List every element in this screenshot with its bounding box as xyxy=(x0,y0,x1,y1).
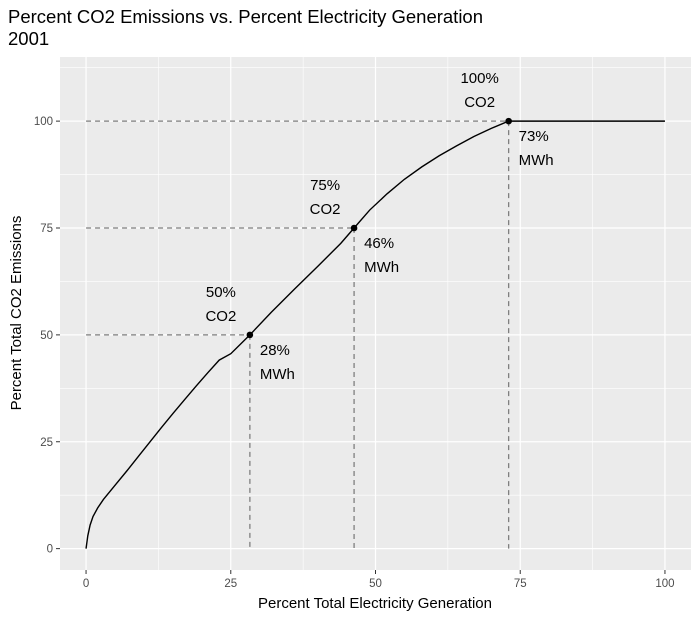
x-tick-label: 50 xyxy=(369,578,382,590)
y-tick-label: 75 xyxy=(40,223,53,235)
mwh-annotation: 46% xyxy=(364,235,394,252)
chart-title-block: Percent CO2 Emissions vs. Percent Electr… xyxy=(8,6,483,50)
highlight-point xyxy=(350,224,358,232)
x-axis-title: Percent Total Electricity Generation xyxy=(258,595,492,612)
x-tick-label: 75 xyxy=(514,578,527,590)
y-tick-label: 25 xyxy=(40,437,53,449)
mwh-annotation: MWh xyxy=(260,366,295,383)
chart-subtitle: 2001 xyxy=(8,28,50,49)
mwh-annotation: MWh xyxy=(519,152,554,169)
y-tick-label: 0 xyxy=(47,544,53,556)
y-tick-label: 50 xyxy=(40,330,53,342)
x-tick-label: 25 xyxy=(224,578,237,590)
co2-annotation: CO2 xyxy=(310,201,341,218)
mwh-annotation: MWh xyxy=(364,259,399,276)
co2-annotation: 75% xyxy=(310,177,340,194)
x-tick-label: 0 xyxy=(83,578,89,590)
highlight-point xyxy=(505,117,512,125)
x-tick-label: 100 xyxy=(655,578,674,590)
annotations: 50% CO2 28% MWh 75% CO2 46% MWh 100% CO2 73% MWh xyxy=(205,70,553,383)
y-axis-title: Percent Total CO2 Emissions xyxy=(8,216,25,411)
co2-annotation: 100% xyxy=(460,70,498,87)
chart-title: Percent CO2 Emissions vs. Percent Electr… xyxy=(8,6,484,27)
highlight-points xyxy=(246,117,512,339)
guide-lines xyxy=(86,120,510,549)
mwh-annotation: 73% xyxy=(519,128,549,145)
co2-annotation: CO2 xyxy=(464,94,495,111)
co2-annotation: 50% xyxy=(206,284,236,301)
y-tick-label: 100 xyxy=(34,116,53,128)
axis-ticks: 0 25 50 75 100 0 25 50 75 100 xyxy=(34,116,675,590)
major-gridlines xyxy=(60,57,691,570)
co2-annotation: CO2 xyxy=(205,308,236,325)
highlight-point xyxy=(246,331,254,339)
mwh-annotation: 28% xyxy=(260,342,290,359)
